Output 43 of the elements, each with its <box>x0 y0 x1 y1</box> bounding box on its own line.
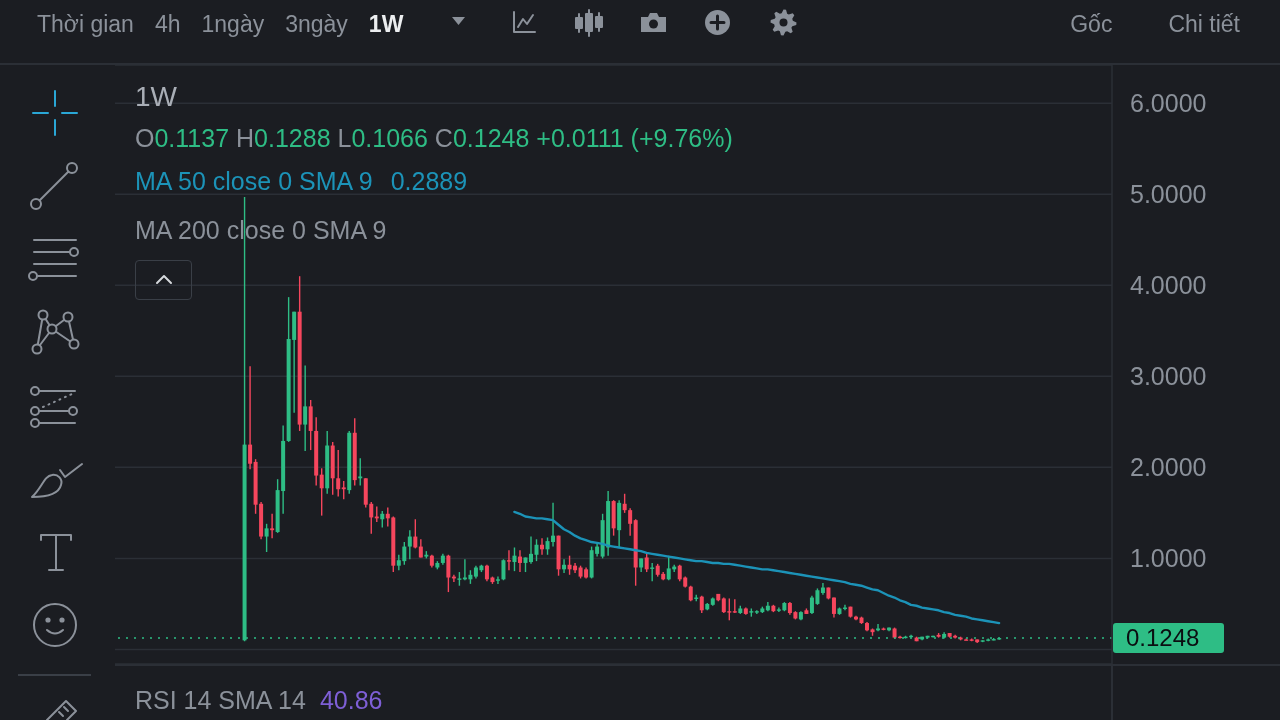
candlestick <box>529 535 533 565</box>
candlestick <box>644 553 649 573</box>
candlestick <box>517 549 522 573</box>
candlestick <box>270 513 275 540</box>
candlestick <box>732 598 737 614</box>
y-tick-label: 1.0000 <box>1130 544 1207 573</box>
y-tick-label: 5.0000 <box>1130 180 1207 209</box>
candlestick <box>319 467 324 517</box>
text: MA 50 close 0 SMA 9 <box>135 167 373 195</box>
candlestick <box>303 364 308 452</box>
text: RSI 14 SMA 14 40.86 <box>135 685 383 714</box>
candlestick <box>622 493 627 514</box>
text: 3ngày <box>285 10 348 38</box>
candlestick <box>413 518 418 550</box>
candlestick <box>534 538 539 562</box>
text: Thời gian <box>37 10 134 38</box>
candlestick <box>336 449 341 498</box>
text: 0.1248 <box>1126 623 1200 654</box>
annotation: 0.2889 <box>390 167 468 195</box>
text: 1W <box>135 79 177 114</box>
candlestick <box>501 558 506 581</box>
candlestick <box>512 546 517 572</box>
candlestick <box>876 623 881 632</box>
y-tick-label: 2.0000 <box>1130 453 1207 482</box>
candlestick <box>495 575 500 585</box>
candlestick <box>407 529 412 561</box>
y-tick-label: 6.0000 <box>1130 89 1207 118</box>
text: 1W <box>368 10 404 38</box>
text: Gốc <box>1070 10 1113 38</box>
line-series <box>513 510 1001 625</box>
text: 4h <box>154 10 181 38</box>
candlestick <box>358 457 363 487</box>
text: 1ngày <box>201 10 265 38</box>
candlestick <box>628 507 633 537</box>
candlestick <box>506 549 511 571</box>
y-tick-label: 3.0000 <box>1130 362 1207 391</box>
candlestick <box>446 554 451 593</box>
y-tick-label: 4.0000 <box>1130 271 1207 300</box>
text: Chi tiết <box>1168 10 1240 38</box>
candlestick <box>248 365 253 470</box>
candlestick <box>264 523 269 553</box>
annotation: O0.1137 H0.1288 L0.1066 C0.1248 +0.0111 (+9.76%) <box>135 123 733 152</box>
candlestick <box>341 480 346 500</box>
